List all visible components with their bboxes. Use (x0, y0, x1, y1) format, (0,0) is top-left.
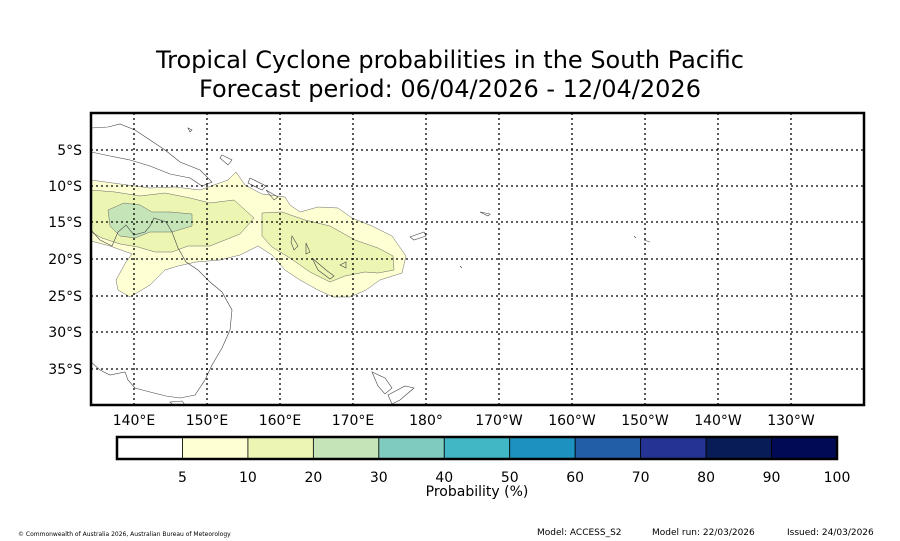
map-gridlines (91, 113, 864, 405)
colorbar-tick: 100 (824, 470, 851, 486)
colorbar-cell (705, 436, 772, 460)
map-frame (89, 111, 866, 407)
colorbar-frame (115, 435, 839, 461)
colorbar-tick-labels: 5 10 20 30 40 50 60 70 80 90 100 (178, 470, 850, 486)
chart-title: Tropical Cyclone probabilities in the So… (156, 46, 744, 74)
colorbar-tick: 70 (632, 470, 650, 486)
longitude-label: 160°E (259, 413, 302, 429)
colorbar-tick: 90 (763, 470, 781, 486)
forecast-period: Forecast period: 06/04/2026 - 12/04/2026 (199, 75, 701, 103)
latitude-label: 15°S (48, 215, 82, 231)
latitude-label: 10°S (48, 179, 82, 195)
longitude-label: 150°W (621, 413, 669, 429)
colorbar-cell (312, 436, 380, 460)
model-run-date: Model run: 22/03/2026 (652, 528, 755, 538)
pacific-islands (187, 127, 651, 405)
longitude-label: 170°W (475, 413, 523, 429)
longitude-label: 180° (409, 413, 443, 429)
longitude-labels: 140°E 150°E 160°E 170°E 180° 170°W 160°W 150°W 1… (113, 413, 815, 429)
new-guinea-coastline (91, 123, 213, 187)
latitude-label: 35°S (48, 362, 82, 378)
tasmania (169, 400, 186, 405)
longitude-label: 150°E (186, 413, 229, 429)
colorbar-cell (771, 436, 838, 460)
longitude-label: 130°W (767, 413, 815, 429)
longitude-label: 140°W (694, 413, 742, 429)
colorbar-cell (247, 436, 314, 460)
colorbar-cell (640, 436, 707, 460)
latitude-labels: 5°S 10°S 15°S 20°S 25°S 30°S 35°S (48, 143, 82, 378)
colorbar-tick: 80 (697, 470, 715, 486)
colorbar-tick: 40 (435, 470, 453, 486)
colorbar-tick: 5 (178, 470, 187, 486)
colorbar-cell (443, 436, 511, 460)
colorbar-cell (509, 436, 576, 460)
colorbar-label: Probability (%) (426, 484, 529, 500)
colorbar-cells (116, 436, 838, 460)
longitude-label: 160°W (548, 413, 596, 429)
colorbar-tick: 50 (501, 470, 519, 486)
latitude-label: 25°S (48, 289, 82, 305)
latitude-label: 5°S (57, 143, 82, 159)
longitude-label: 140°E (113, 413, 156, 429)
issued-date: Issued: 24/03/2026 (787, 528, 874, 538)
colorbar-tick: 60 (566, 470, 584, 486)
colorbar-cell (116, 436, 183, 460)
longitude-label: 170°E (332, 413, 375, 429)
colorbar-cell (574, 436, 642, 460)
model-name: Model: ACCESS_S2 (537, 528, 622, 538)
copyright-notice: © Commonwealth of Australia 2026, Austra… (18, 531, 231, 538)
prob-zone-20 (107, 202, 193, 239)
prob-zone-10-east (261, 211, 395, 283)
colorbar-tick: 30 (370, 470, 388, 486)
latitude-label: 20°S (48, 252, 82, 268)
colorbar-tick: 20 (304, 470, 322, 486)
colorbar-tick: 10 (239, 470, 257, 486)
colorbar-cell (378, 436, 445, 460)
latitude-label: 30°S (48, 325, 82, 341)
colorbar-cell (182, 436, 249, 460)
